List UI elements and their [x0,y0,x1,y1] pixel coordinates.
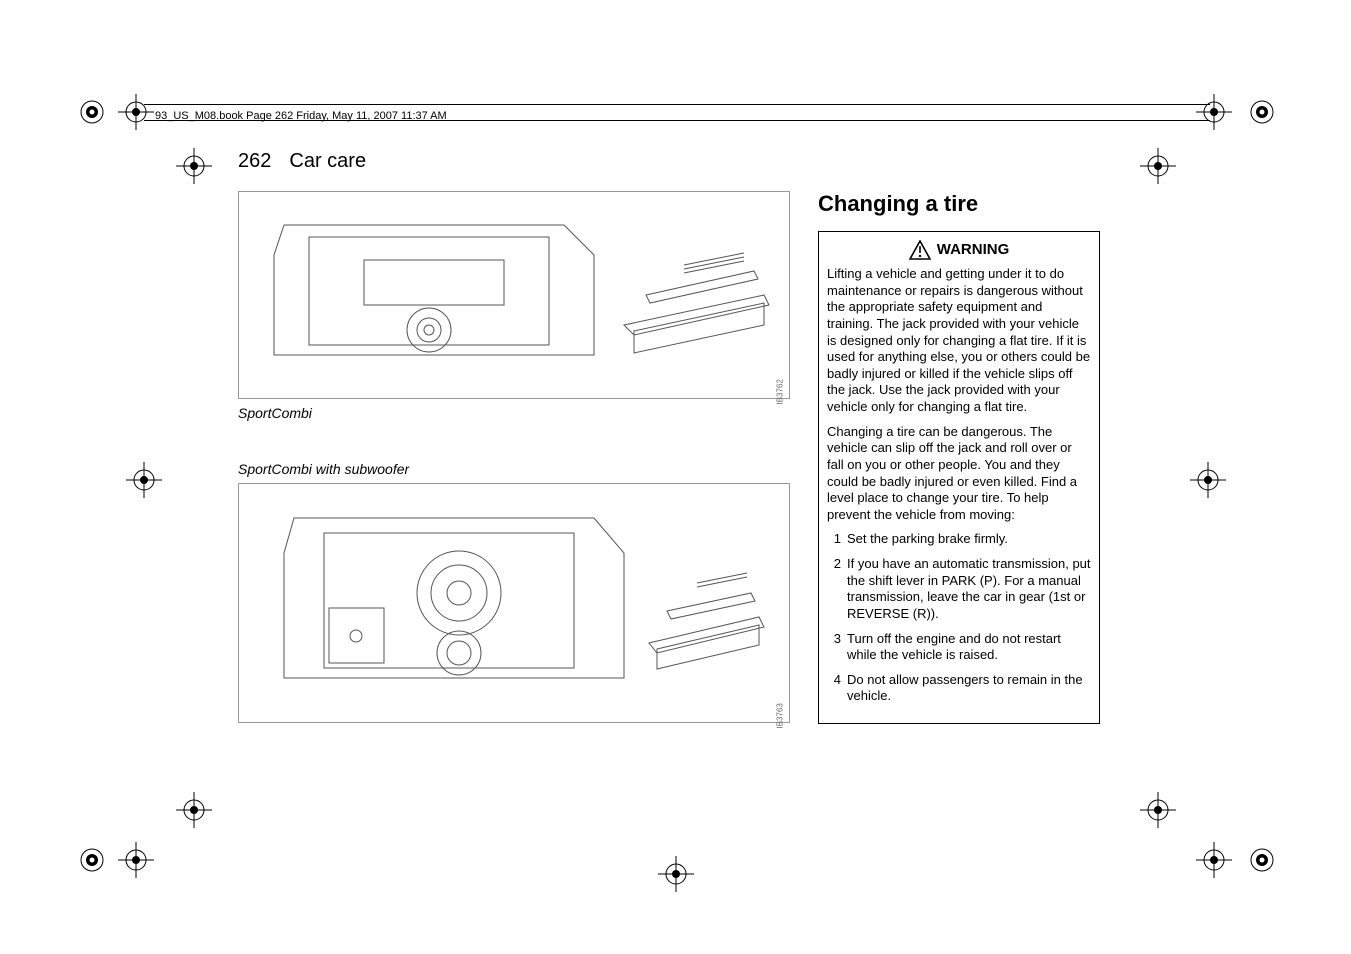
content-columns: IB3762 SportCombi SportCombi with subwoo… [238,191,1100,724]
figure-2-illustration [254,498,774,708]
step-text: If you have an automatic transmission, p… [847,556,1091,623]
warning-step: 3Turn off the engine and do not restart … [827,631,1091,664]
warning-paragraph-2: Changing a tire can be dangerous. The ve… [827,424,1091,524]
right-column: Changing a tire WARNING Lifting a vehicl… [818,191,1100,724]
figure-2-caption: SportCombi with subwoofer [238,461,790,477]
step-number: 3 [827,631,841,664]
warning-step: 1 Set the parking brake firmly. [827,531,1091,548]
page-header: 262 Car care [238,150,1100,173]
step-text: Turn off the engine and do not restart w… [847,631,1091,664]
reg-target-tl [118,94,154,130]
reg-target-bc [658,856,694,892]
warning-step: 2If you have an automatic transmission, … [827,556,1091,623]
reg-target-ml [126,462,162,498]
figure-1-code: IB3762 [776,365,785,405]
print-header: 93_US_M08.book Page 262 Friday, May 11, … [155,110,447,122]
step-text: Do not allow passengers to remain in the… [847,672,1091,705]
step-number: 2 [827,556,841,623]
header-rule-top [144,104,1210,105]
reg-target-tl2 [176,148,212,184]
warning-box: WARNING Lifting a vehicle and getting un… [818,231,1100,724]
figure-2 [238,483,790,723]
warning-icon [909,240,931,260]
step-text: Set the parking brake firmly. [847,531,1091,548]
page-content: 262 Car care [238,150,1100,850]
warning-label: WARNING [937,240,1010,259]
reg-target-bl [118,842,154,878]
reg-target-br2 [1140,792,1176,828]
reg-dot-tl [78,98,106,126]
warning-heading: WARNING [827,240,1091,260]
page-number: 262 [238,150,271,173]
reg-target-bl2 [176,792,212,828]
figure-1 [238,191,790,399]
figure-1-illustration [254,205,774,385]
reg-target-br [1196,842,1232,878]
left-column: IB3762 SportCombi SportCombi with subwoo… [238,191,790,724]
warning-steps: 1 Set the parking brake firmly. 2If you h… [827,531,1091,705]
section-heading: Changing a tire [818,191,1100,217]
reg-target-mr [1190,462,1226,498]
warning-paragraph-1: Lifting a vehicle and getting under it t… [827,266,1091,416]
reg-dot-bl [78,846,106,874]
figure-2-wrapper: IB3763 [238,483,790,723]
reg-dot-tr [1248,98,1276,126]
reg-dot-br [1248,846,1276,874]
chapter-title: Car care [289,150,366,173]
step-number: 4 [827,672,841,705]
figure-1-caption: SportCombi [238,405,790,421]
reg-target-tr2 [1140,148,1176,184]
warning-step: 4Do not allow passengers to remain in th… [827,672,1091,705]
step-number: 1 [827,531,841,548]
reg-target-tr [1196,94,1232,130]
figure-2-code: IB3763 [776,689,785,729]
figure-1-wrapper: IB3762 [238,191,790,399]
